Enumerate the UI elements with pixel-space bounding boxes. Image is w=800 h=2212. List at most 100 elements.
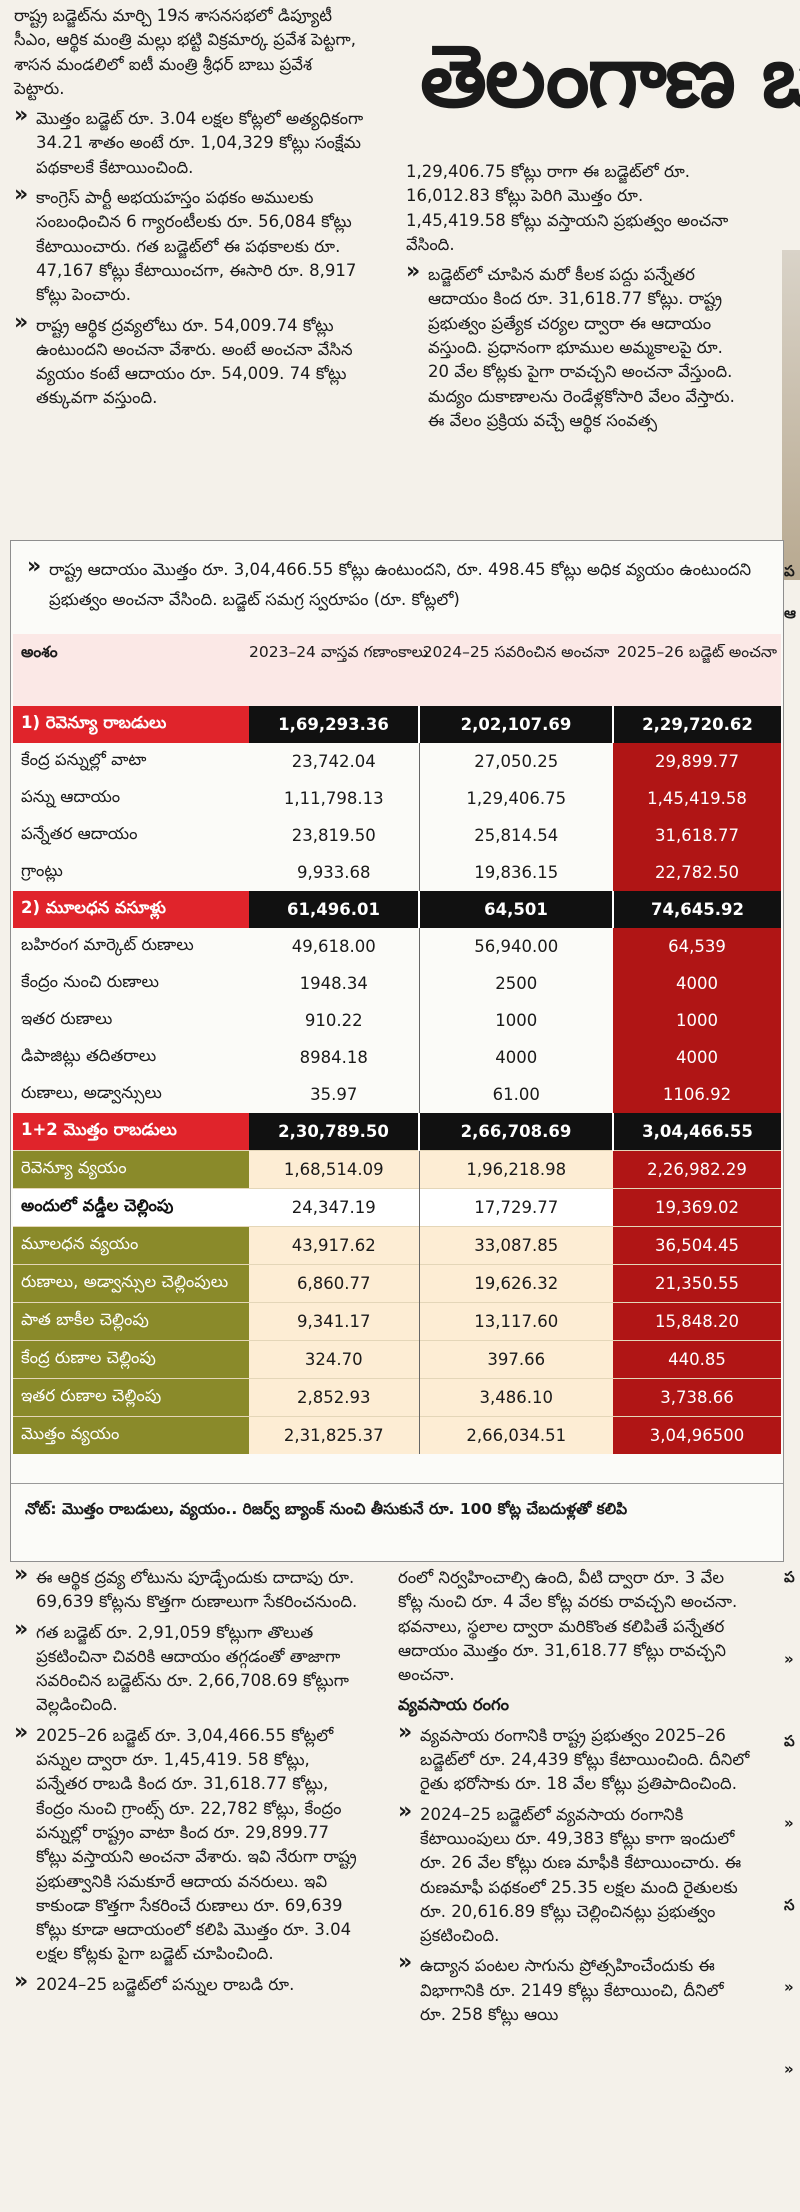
budget-table-box: రాష్ట్ర ఆదాయం మొత్తం రూ. 3,04,466.55 కోట…	[10, 540, 784, 1562]
value-2023-24: 61,496.01	[249, 891, 419, 928]
value-2025-26: 3,04,96500	[613, 1416, 781, 1454]
paragraph: రాష్ట్ర బడ్జెట్‌ను మార్చి 19న శాసనసభలో డ…	[14, 6, 356, 98]
value-2024-25: 1,29,406.75	[418, 780, 613, 817]
table-row: రుణాలు, అడ్వాన్సులు 35.97 61.00 1106.92	[13, 1076, 781, 1113]
value-2023-24: 1,68,514.09	[249, 1150, 419, 1189]
row-label: కేంద్రం నుంచి రుణాలు	[21, 972, 159, 991]
edge-fragment: ప	[784, 1732, 795, 1750]
value-2025-26: 4000	[613, 1039, 781, 1076]
paragraph: రంలో నిర్వహించాల్సి ఉంది, వీటి ద్వారా రూ…	[398, 1568, 738, 1685]
table-row: పన్ను ఆదాయం 1,11,798.13 1,29,406.75 1,45,41…	[13, 780, 781, 817]
value-2025-26: 21,350.55	[613, 1264, 781, 1303]
value-2024-25: 2500	[418, 965, 613, 1002]
value-2025-26: 1,45,419.58	[613, 780, 781, 817]
table-header-row: అంశం 2023–24 వాస్తవ గణాంకాలు 2024–25 సవర…	[13, 634, 781, 706]
table-row: 2) మూలధన వసూళ్లు 61,496.01 64,501 74,645.92	[13, 891, 781, 928]
paragraph: బడ్జెట్‌లో చూపిన మరో కీలక పద్దు పన్నేతర …	[406, 260, 748, 433]
paragraph: ఉద్యాన పంటల సాగును ప్రోత్సహించేందుకు ఈ వ…	[398, 1951, 750, 2027]
paragraph: కాంగ్రెస్ పార్టీ అభయహస్తం పథకం అములకు సం…	[14, 183, 364, 307]
value-2023-24: 43,917.62	[249, 1226, 419, 1265]
value-2025-26: 15,848.20	[613, 1302, 781, 1341]
edge-fragment: »	[784, 2060, 794, 2078]
value-2024-25: 2,02,107.69	[418, 706, 613, 743]
value-2024-25: 19,626.32	[418, 1264, 613, 1303]
value-2025-26: 19,369.02	[613, 1188, 781, 1227]
header-2024: 2024–25 సవరించిన అంచనా	[419, 634, 613, 706]
value-2024-25: 1000	[418, 1002, 613, 1039]
value-2024-25: 64,501	[418, 891, 613, 928]
paragraph: 2024–25 బడ్జెట్‌లో పన్నుల రాబడి రూ.	[14, 1970, 364, 1997]
right-edge-bottom: ప » ప » స » »	[784, 1566, 795, 2140]
paragraph: రాష్ట్ర ఆర్థిక ద్రవ్యలోటు రూ. 54,009.74 …	[14, 311, 364, 411]
row-label: రుణాలు, అడ్వాన్సుల చెల్లింపులు	[13, 1264, 249, 1303]
value-2023-24: 1,69,293.36	[249, 706, 419, 743]
value-2025-26: 1000	[613, 1002, 781, 1039]
row-label: అందులో వడ్డీల చెల్లింపు	[13, 1188, 249, 1227]
row-label: ఇతర రుణాలు	[21, 1009, 113, 1028]
value-2024-25: 3,486.10	[418, 1378, 613, 1417]
photo-strip	[782, 250, 800, 580]
table-row: 1+2 మొత్తం రాబడులు 2,30,789.50 2,66,708.69…	[13, 1113, 781, 1151]
value-2025-26: 74,645.92	[612, 891, 781, 928]
value-2023-24: 9,933.68	[297, 863, 371, 882]
row-label: 1+2 మొత్తం రాబడులు	[13, 1113, 249, 1151]
table-row: అందులో వడ్డీల చెల్లింపు 24,347.19 17,729.7…	[13, 1188, 781, 1227]
value-2023-24: 1948.34	[299, 974, 368, 993]
value-2023-24: 2,30,789.50	[249, 1113, 419, 1151]
left-column-top: రాష్ట్ర బడ్జెట్‌ను మార్చి 19న శాసనసభలో డ…	[14, 4, 364, 417]
value-2024-25: 2,66,708.69	[418, 1113, 613, 1151]
value-2023-24: 23,819.50	[291, 826, 376, 845]
edge-fragment: ప	[784, 1568, 795, 1586]
value-2023-24: 35.97	[310, 1085, 358, 1104]
edge-fragment: »	[784, 1814, 794, 1832]
row-label: పన్నేతర ఆదాయం	[21, 824, 138, 843]
value-2023-24: 2,31,825.37	[249, 1416, 419, 1454]
table-row: ఇతర రుణాలు 910.22 1000 1000	[13, 1002, 781, 1039]
row-label: మూలధన వ్యయం	[13, 1226, 249, 1265]
header-item: అంశం	[13, 634, 249, 706]
value-2023-24: 6,860.77	[249, 1264, 419, 1303]
header-2023: 2023–24 వాస్తవ గణాంకాలు	[249, 634, 428, 706]
table-row: 1) రెవెన్యూ రాబడులు 1,69,293.36 2,02,107.6…	[13, 706, 781, 743]
right-column-top: 1,29,406.75 కోట్లు రాగా ఈ బడ్జెట్‌లో రూ.…	[406, 160, 748, 439]
right-column-bottom: రంలో నిర్వహించాల్సి ఉంది, వీటి ద్వారా రూ…	[398, 1566, 750, 2033]
header-2025: 2025–26 బడ్జెట్ అంచనా	[613, 634, 781, 706]
value-2023-24: 23,742.04	[291, 752, 376, 771]
value-2024-25: 397.66	[418, 1340, 613, 1379]
value-2025-26: 440.85	[613, 1340, 781, 1379]
value-2023-24: 910.22	[304, 1011, 363, 1030]
table-row: కేంద్రం నుంచి రుణాలు 1948.34 2500 4000	[13, 965, 781, 1002]
table-row: మూలధన వ్యయం 43,917.62 33,087.85 36,504.45	[13, 1226, 781, 1265]
table-row: గ్రాంట్లు 9,933.68 19,836.15 22,782.50	[13, 854, 781, 891]
edge-fragment: స	[784, 1896, 795, 1914]
value-2025-26: 2,29,720.62	[612, 706, 781, 743]
value-2025-26: 4000	[613, 965, 781, 1002]
table-row: రుణాలు, అడ్వాన్సుల చెల్లింపులు 6,860.77 19…	[13, 1264, 781, 1303]
value-2025-26: 36,504.45	[613, 1226, 781, 1265]
edge-fragment: ప	[784, 562, 795, 580]
row-label: బహిరంగ మార్కెట్ రుణాలు	[21, 935, 194, 954]
paragraph: 2025–26 బడ్జెట్ రూ. 3,04,466.55 కోట్లలో …	[14, 1721, 364, 1967]
row-label: కేంద్ర పన్నుల్లో వాటా	[21, 750, 147, 769]
value-2023-24: 8984.18	[299, 1048, 368, 1067]
row-label: రెవెన్యూ వ్యయం	[13, 1150, 249, 1189]
edge-fragment: »	[784, 1650, 794, 1668]
value-2025-26: 31,618.77	[613, 817, 781, 854]
paragraph: మొత్తం బడ్జెట్ రూ. 3.04 లక్షల కోట్లలో అత…	[14, 104, 364, 180]
headline: తెలంగాణ బ	[420, 27, 800, 127]
paragraph: 2024–25 బడ్జెట్‌లో వ్యవసాయ రంగానికి కేటా…	[398, 1800, 750, 1949]
paragraph: గత బడ్జెట్ రూ. 2,91,059 కోట్లుగా తొలుత ప…	[14, 1618, 364, 1718]
value-2024-25: 56,940.00	[418, 928, 613, 965]
value-2025-26: 2,26,982.29	[613, 1150, 781, 1189]
table-note: నోట్: మొత్తం రాబడులు, వ్యయం.. రిజర్వ్ బ్…	[25, 1500, 628, 1518]
row-label: రుణాలు, అడ్వాన్సులు	[21, 1083, 162, 1102]
value-2025-26: 1106.92	[613, 1076, 781, 1113]
value-2023-24: 324.70	[249, 1340, 419, 1379]
row-label: ఇతర రుణాల చెల్లింపు	[13, 1378, 249, 1417]
row-label: కేంద్ర రుణాల చెల్లింపు	[13, 1340, 249, 1379]
row-label: మొత్తం వ్యయం	[13, 1416, 249, 1454]
row-label: పన్ను ఆదాయం	[21, 787, 121, 806]
left-column-bottom: ఈ ఆర్థిక ద్రవ్య లోటును పూడ్చేందుకు దాదాప…	[14, 1563, 364, 2003]
value-2023-24: 24,347.19	[249, 1188, 419, 1227]
